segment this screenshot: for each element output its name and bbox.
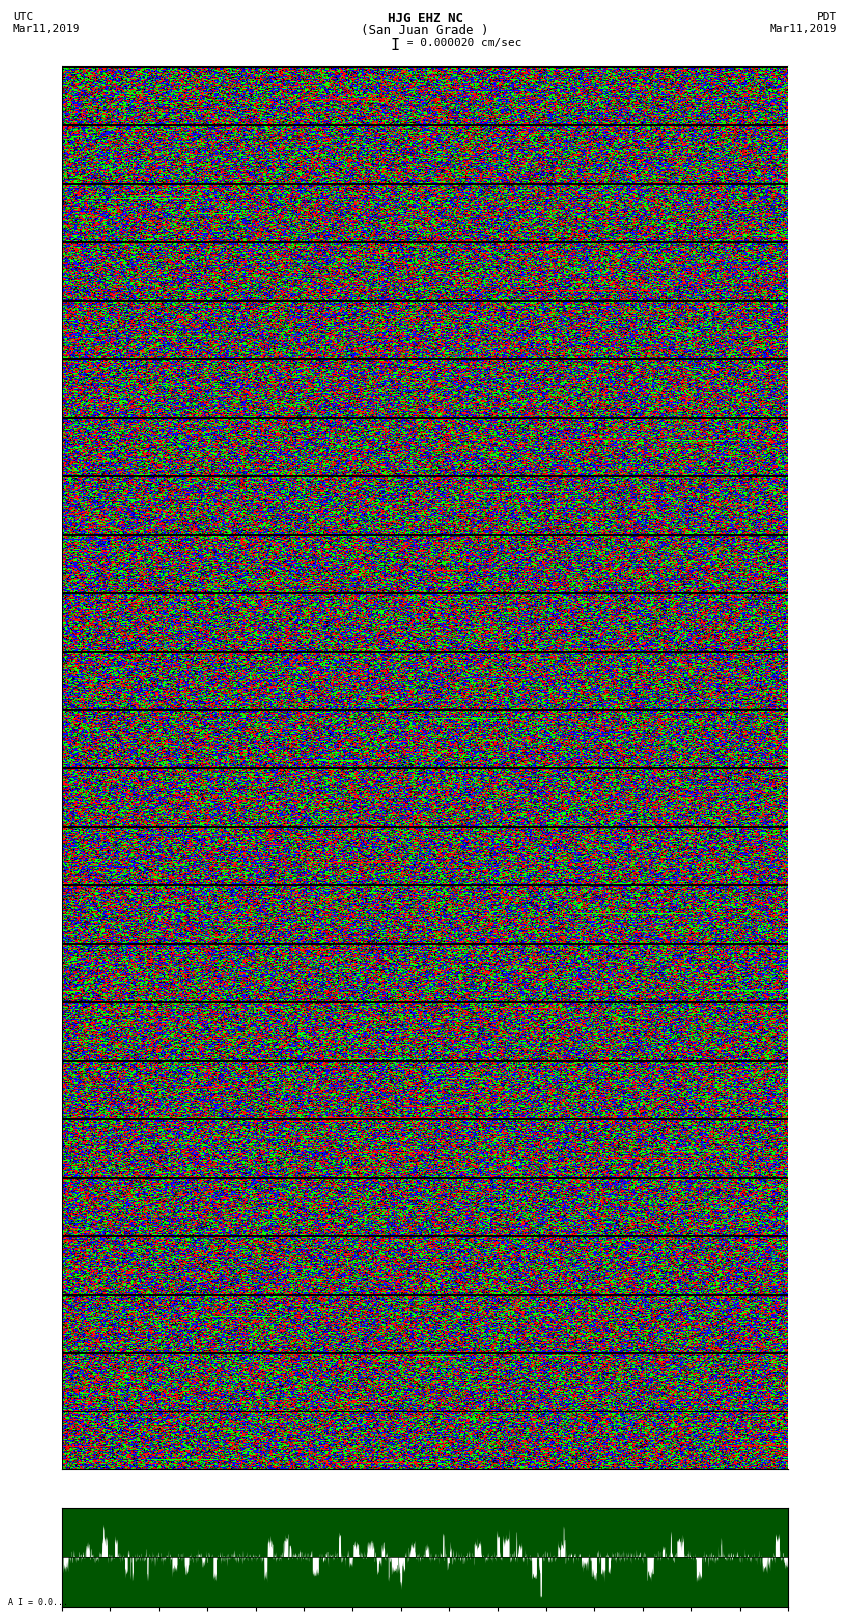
Text: UTC: UTC <box>13 11 33 23</box>
Text: I: I <box>391 39 400 53</box>
Text: Mar11,2019: Mar11,2019 <box>13 24 80 34</box>
Text: PDT: PDT <box>817 11 837 23</box>
Text: = 0.000020 cm/sec: = 0.000020 cm/sec <box>400 39 521 48</box>
Text: A I = 0.0...: A I = 0.0... <box>8 1597 69 1607</box>
Text: Mar11,2019: Mar11,2019 <box>770 24 837 34</box>
Text: (San Juan Grade ): (San Juan Grade ) <box>361 24 489 37</box>
Text: HJG EHZ NC: HJG EHZ NC <box>388 11 462 24</box>
